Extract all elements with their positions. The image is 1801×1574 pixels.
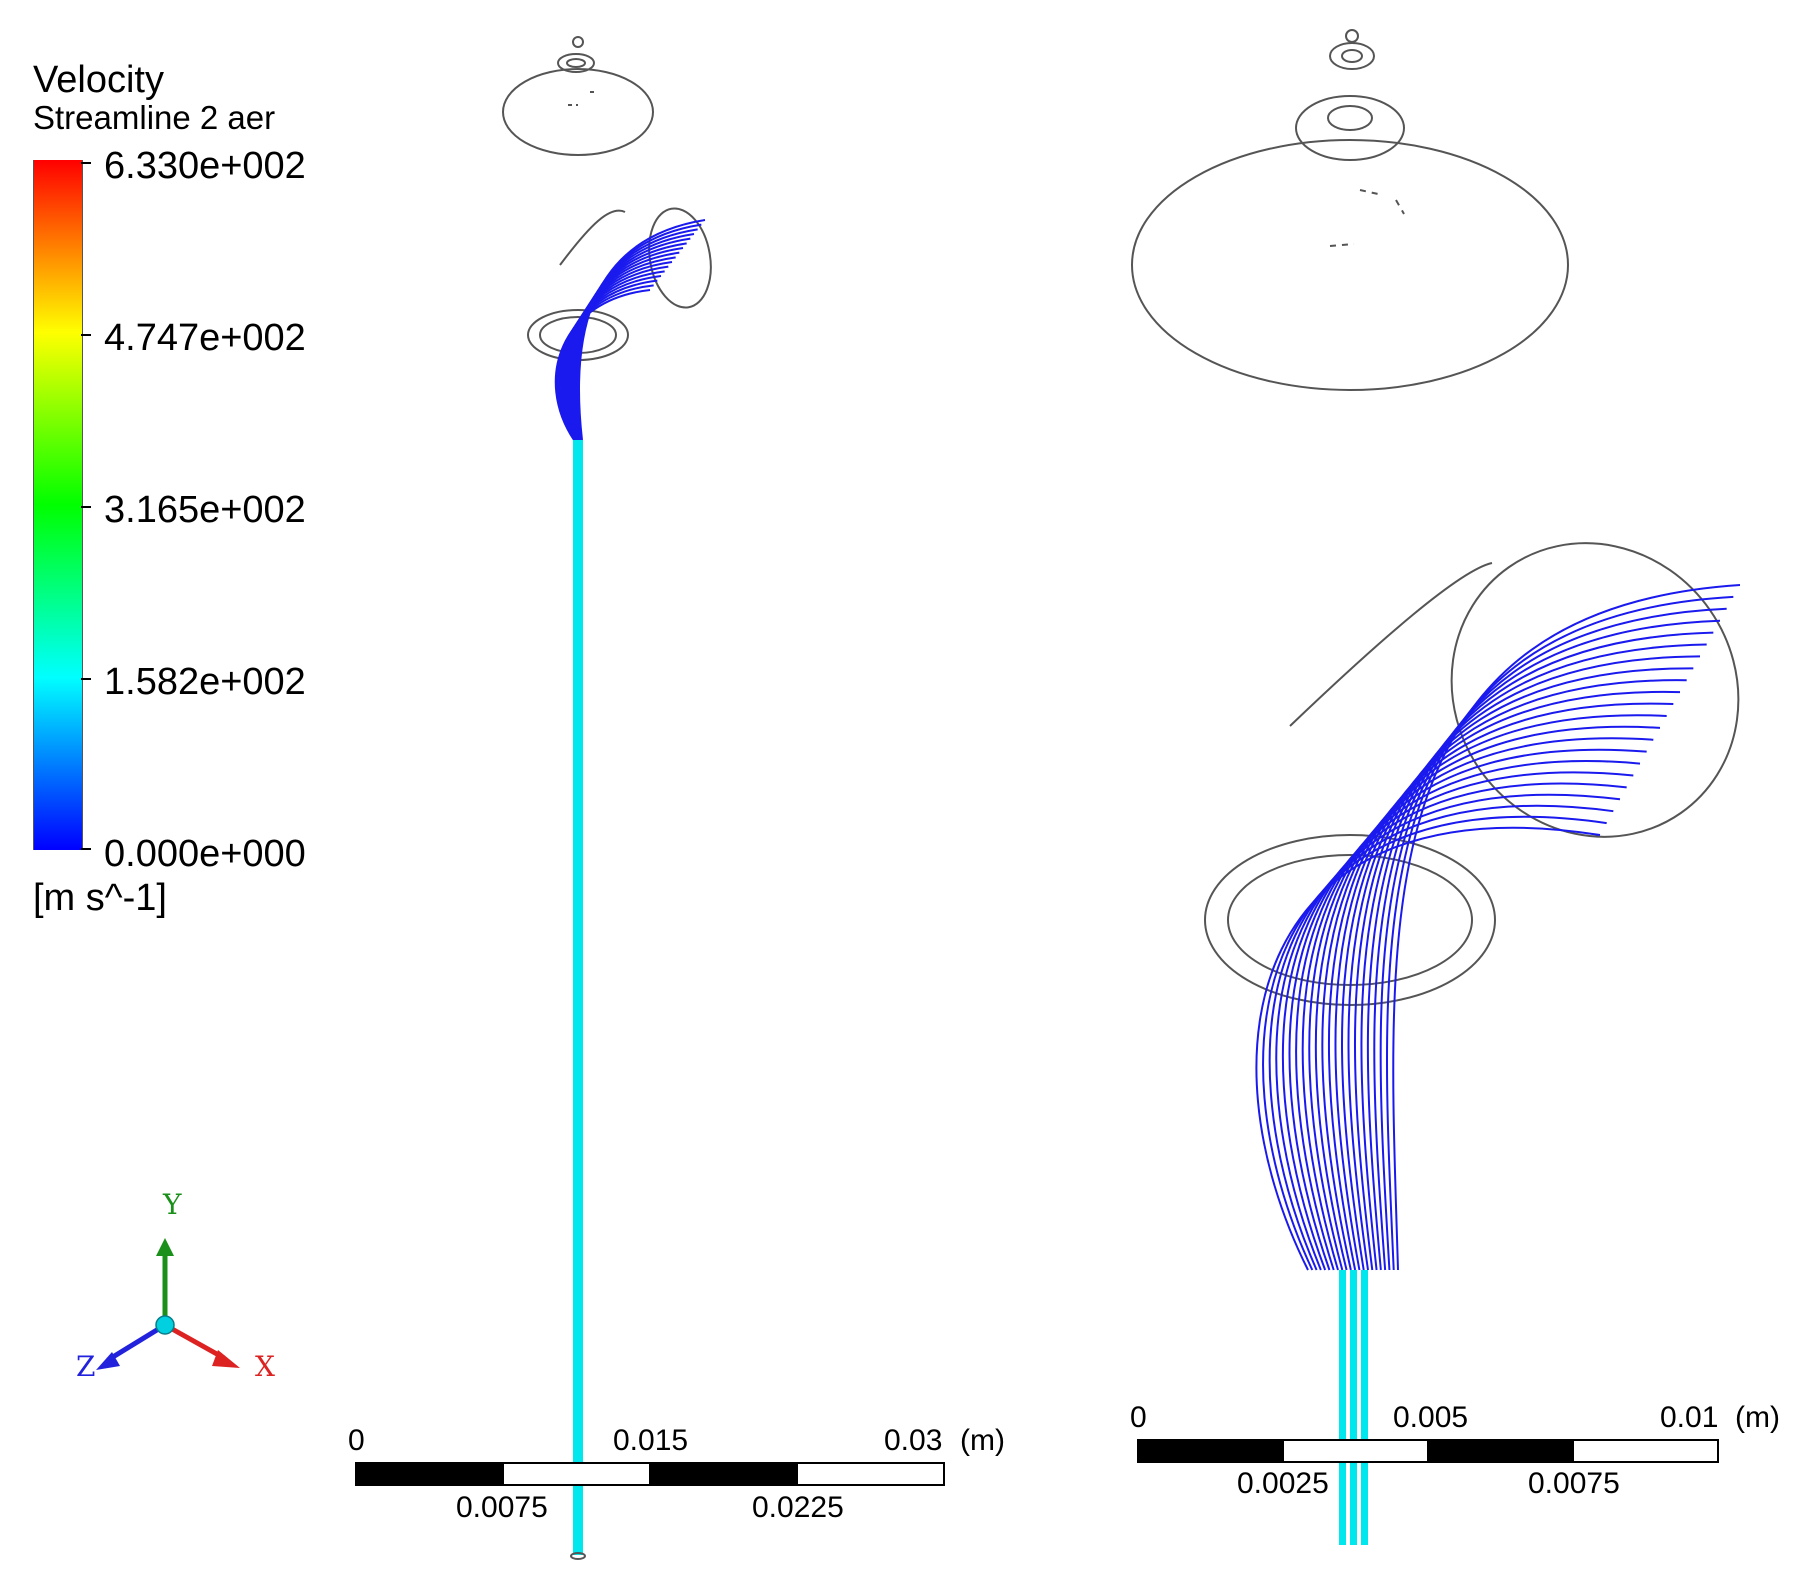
- streamline: [1360, 643, 1707, 1271]
- right-top-small-ring: [1329, 42, 1375, 70]
- streamline: [1321, 714, 1667, 1271]
- left-scale-label: 0.0225: [752, 1491, 844, 1524]
- streamline: [1301, 748, 1647, 1271]
- right-inlet-ring-inner: [1227, 854, 1473, 986]
- left-top-small-ring-inner: [566, 58, 586, 68]
- colorbar-tick: [81, 162, 91, 164]
- legend-units: [m s^-1]: [33, 877, 167, 919]
- colorbar-tick-label: 1.582e+002: [104, 661, 306, 703]
- left-jet-base: [570, 1552, 586, 1560]
- streamline: [1366, 631, 1714, 1271]
- right-scale-unit: (m): [1735, 1401, 1780, 1434]
- streamline: [1334, 691, 1681, 1271]
- right-top-collar: [1295, 95, 1405, 161]
- left-outlet-arc: [559, 209, 626, 266]
- left-view-geometry: [502, 36, 712, 361]
- streamline: [1385, 595, 1734, 1271]
- left-scale-label: 0.015: [613, 1424, 689, 1457]
- colorbar-tick-label: 6.330e+002: [104, 145, 306, 187]
- streamline: [1341, 679, 1687, 1271]
- right-scale-label: 0.0025: [1237, 1467, 1329, 1500]
- colorbar-tick: [81, 678, 91, 680]
- left-scale-label: 0.0075: [456, 1491, 548, 1524]
- right-scale-label: 0.005: [1393, 1401, 1469, 1434]
- x-arrow-icon: [212, 1350, 240, 1368]
- colorbar-tick: [81, 506, 91, 508]
- z-arrow-icon: [96, 1352, 120, 1370]
- left-top-small-ring: [557, 53, 595, 73]
- left-top-marker-icon: [572, 36, 584, 48]
- colorbar-tick-label: 3.165e+002: [104, 489, 306, 531]
- streamline: [1281, 782, 1627, 1271]
- right-top-collar-inner: [1327, 105, 1373, 131]
- streamline: [1268, 804, 1614, 1271]
- right-scale-label: 0.01: [1660, 1401, 1719, 1434]
- left-jet: [573, 440, 583, 1555]
- streamline: [1392, 584, 1741, 1271]
- streamline: [570, 242, 687, 441]
- streamline: [569, 247, 684, 441]
- right-streamlines: [1255, 584, 1741, 1271]
- streamline: [1373, 619, 1721, 1271]
- right-top-marker-icon: [1345, 29, 1359, 43]
- right-scale-bar: [1137, 1439, 1719, 1463]
- axes-triad: [96, 1238, 240, 1370]
- left-dome-dash: [568, 91, 598, 106]
- axis-label-z: Z: [76, 1350, 96, 1383]
- streamline: [1379, 607, 1727, 1271]
- legend-title: Velocity: [33, 59, 164, 101]
- streamline: [1314, 725, 1661, 1271]
- origin-icon: [155, 1315, 175, 1335]
- streamline: [1295, 760, 1641, 1271]
- legend-subtitle: Streamline 2 aer: [33, 99, 276, 136]
- streamline: [1275, 793, 1621, 1271]
- streamline: [577, 219, 706, 441]
- streamline: [1308, 737, 1654, 1271]
- left-scale-bar: [355, 1462, 945, 1486]
- colorbar-tick-label: 0.000e+000: [104, 833, 306, 875]
- left-streamlines: [554, 219, 706, 441]
- left-scale-label: 0: [348, 1424, 365, 1457]
- y-arrow-icon: [156, 1238, 174, 1256]
- streamline: [1353, 655, 1701, 1271]
- colorbar: [33, 160, 83, 850]
- colorbar-tick-label: 4.747e+002: [104, 317, 306, 359]
- colorbar-tick: [81, 334, 91, 336]
- streamline: [1262, 816, 1607, 1271]
- streamline: [1347, 667, 1694, 1271]
- axis-label-y: Y: [163, 1188, 182, 1221]
- right-jet: [1339, 1270, 1368, 1545]
- left-scale-unit: (m): [960, 1424, 1005, 1457]
- right-view-geometry: [1131, 29, 1740, 1006]
- right-scale-label: 0: [1130, 1401, 1147, 1434]
- left-scale-label: 0.03: [884, 1424, 943, 1457]
- right-scale-label: 0.0075: [1528, 1467, 1620, 1500]
- colorbar-tick: [81, 848, 91, 850]
- axis-label-x: X: [255, 1350, 275, 1383]
- streamline: [1288, 771, 1634, 1271]
- streamline: [1328, 702, 1674, 1271]
- streamline: [1255, 826, 1601, 1271]
- right-outlet-arc: [1289, 562, 1493, 727]
- right-dome-dash: [1329, 189, 1405, 247]
- right-top-dome: [1131, 139, 1569, 391]
- right-top-small-ring-inner: [1341, 49, 1363, 63]
- left-top-dome: [502, 68, 654, 156]
